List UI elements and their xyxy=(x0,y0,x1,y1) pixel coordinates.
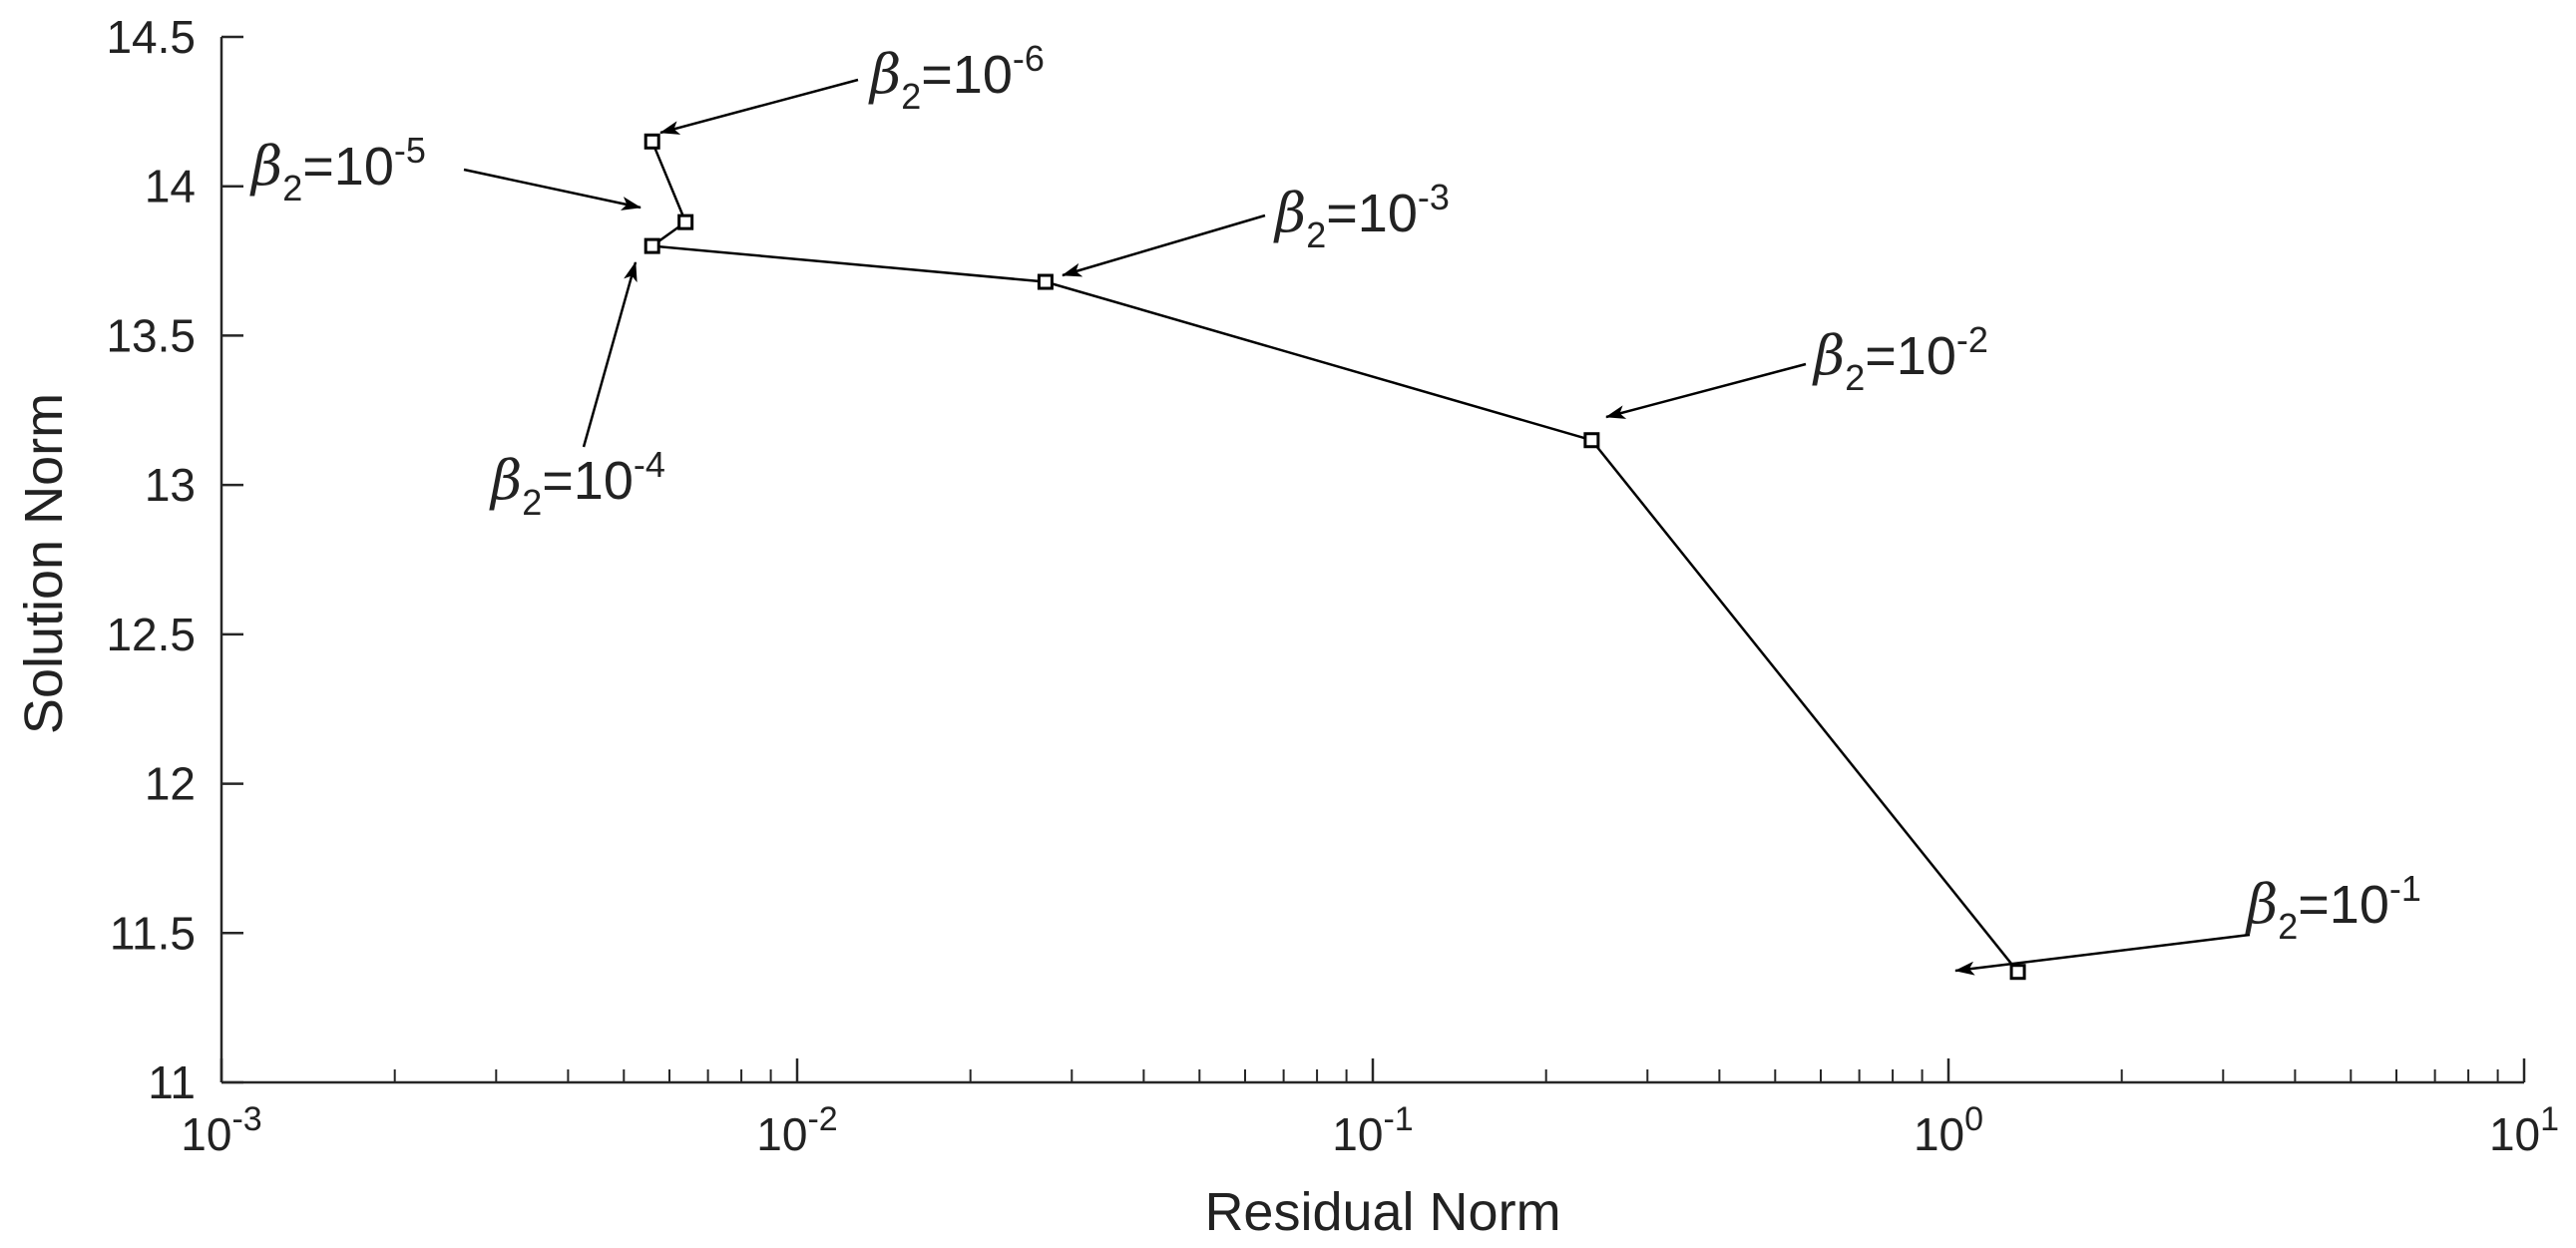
y-tick-label: 12.5 xyxy=(106,609,196,660)
plot-area xyxy=(644,133,2026,981)
x-ticks: 10-3 10-2 10-1 100 101 xyxy=(181,1058,2559,1160)
data-point-marker xyxy=(644,237,660,254)
data-point-marker xyxy=(1037,273,1054,290)
annotations: β2=10-1 β2=10-2 β2=10-3 β2=10-4 β2=10-5 β2=10… xyxy=(249,38,2421,976)
x-minor-ticks xyxy=(393,1069,2499,1082)
annotation-label: β2=10-4 xyxy=(489,444,665,523)
x-tick-label: 10-3 xyxy=(181,1100,261,1160)
y-axis-label: Solution Norm xyxy=(14,393,74,734)
annotation-arrow xyxy=(463,168,642,210)
y-tick-label: 13 xyxy=(145,459,196,511)
annotation-label: β2=10-2 xyxy=(1812,319,1988,398)
y-tick-label: 13.5 xyxy=(106,309,196,361)
annotation-label: β2=10-6 xyxy=(868,38,1045,117)
y-tick-label: 11 xyxy=(148,1056,196,1108)
x-tick-label: 10-1 xyxy=(1332,1100,1413,1160)
x-tick-label: 10-2 xyxy=(756,1100,837,1160)
annotation-arrow xyxy=(1954,933,2251,976)
annotation-arrow xyxy=(582,261,638,448)
y-tick-label: 11.5 xyxy=(110,907,196,959)
y-ticks: 11 11.5 12 12.5 13 13.5 14 14.5 xyxy=(106,11,243,1108)
annotation-arrow xyxy=(1605,362,1807,419)
axes: 10-3 10-2 10-1 100 101 1111.51212.51313.5141… xyxy=(106,11,2559,1160)
data-point-marker xyxy=(1583,432,1600,449)
annotation-arrow xyxy=(659,78,859,135)
data-point-marker xyxy=(644,133,660,150)
x-axis-label: Residual Norm xyxy=(1204,1182,1560,1242)
data-point-marker xyxy=(677,213,694,230)
y-tick-label: 14 xyxy=(145,161,196,212)
annotation-label: β2=10-1 xyxy=(2245,868,2421,947)
y-tick-label: 12 xyxy=(145,758,196,810)
x-tick-label: 100 xyxy=(1914,1100,1983,1160)
annotation-arrow xyxy=(1062,213,1266,277)
series-line xyxy=(648,141,2019,973)
data-point-marker xyxy=(2009,964,2026,981)
annotation-label: β2=10-5 xyxy=(249,130,426,208)
annotation-label: β2=10-3 xyxy=(1273,177,1450,255)
y-tick-label: 14.5 xyxy=(106,11,196,63)
x-tick-label: 101 xyxy=(2489,1100,2559,1160)
